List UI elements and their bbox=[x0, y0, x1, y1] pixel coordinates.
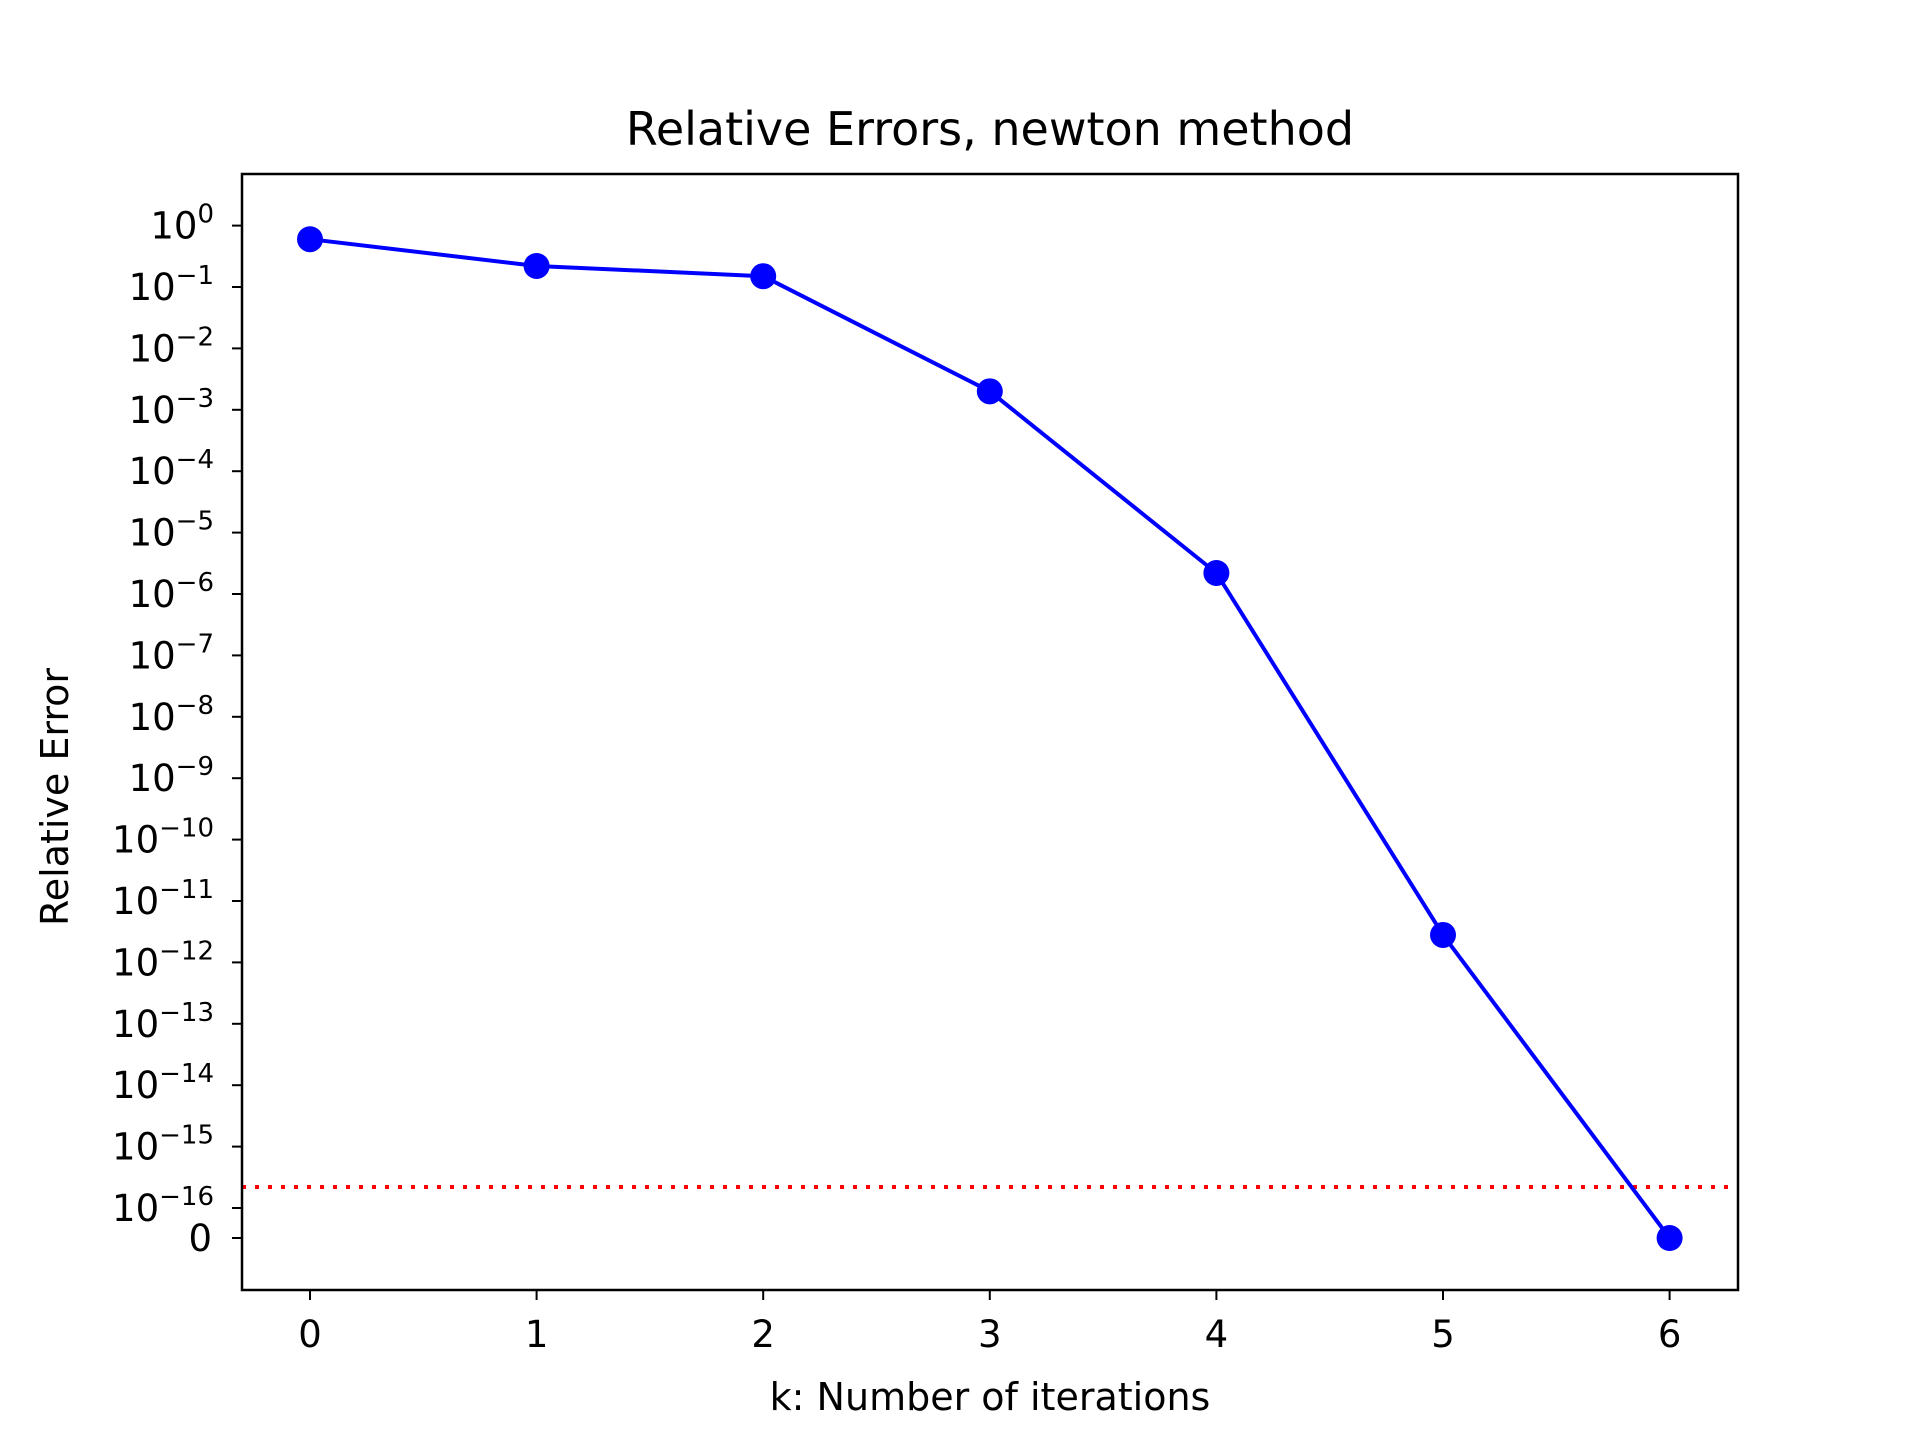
x-tick-label: 2 bbox=[751, 1313, 775, 1356]
y-tick-label: 10−13 bbox=[112, 998, 214, 1046]
y-tick-label: 10−10 bbox=[112, 814, 214, 862]
x-tick-label: 6 bbox=[1658, 1313, 1682, 1356]
y-tick-label: 10−14 bbox=[112, 1059, 214, 1107]
y-tick-label: 10−2 bbox=[129, 322, 214, 370]
y-axis-label: Relative Error bbox=[33, 668, 77, 926]
y-tick-label: 10−7 bbox=[129, 629, 214, 677]
y-tick-label: 0 bbox=[188, 1217, 212, 1260]
data-point bbox=[297, 226, 323, 253]
x-tick-label: 3 bbox=[978, 1313, 1002, 1356]
x-tick-label: 0 bbox=[298, 1313, 322, 1356]
y-tick-label: 10−5 bbox=[129, 507, 214, 555]
x-axis-label: k: Number of iterations bbox=[770, 1375, 1211, 1419]
y-tick-label: 10−11 bbox=[112, 875, 214, 923]
data-point bbox=[1656, 1225, 1683, 1251]
x-tick-label: 4 bbox=[1205, 1313, 1229, 1356]
y-tick-label: 10−3 bbox=[129, 384, 214, 432]
y-tick-label: 100 bbox=[150, 200, 214, 248]
y-tick-label: 10−1 bbox=[129, 261, 214, 309]
y-tick-label: 10−9 bbox=[129, 752, 214, 800]
data-point bbox=[1203, 559, 1230, 586]
y-tick-label: 10−15 bbox=[112, 1121, 214, 1169]
data-point bbox=[976, 378, 1003, 405]
y-tick-label: 10−6 bbox=[129, 568, 214, 616]
x-tick-label: 5 bbox=[1431, 1313, 1455, 1356]
chart-title: Relative Errors, newton method bbox=[626, 102, 1354, 156]
data-point bbox=[523, 252, 550, 279]
data-point bbox=[1430, 921, 1456, 948]
x-tick-label: 1 bbox=[525, 1313, 549, 1356]
y-tick-label: 10−12 bbox=[112, 936, 214, 984]
y-tick-label: 10−8 bbox=[129, 691, 214, 739]
y-tick-label: 10−4 bbox=[129, 445, 214, 493]
plot-area: 0 1 2 3 4 5 6010−1610−1510−1410−1310−1210−1110… bbox=[112, 172, 1740, 1356]
y-tick-label: 10−16 bbox=[112, 1182, 214, 1230]
data-point bbox=[750, 263, 777, 290]
